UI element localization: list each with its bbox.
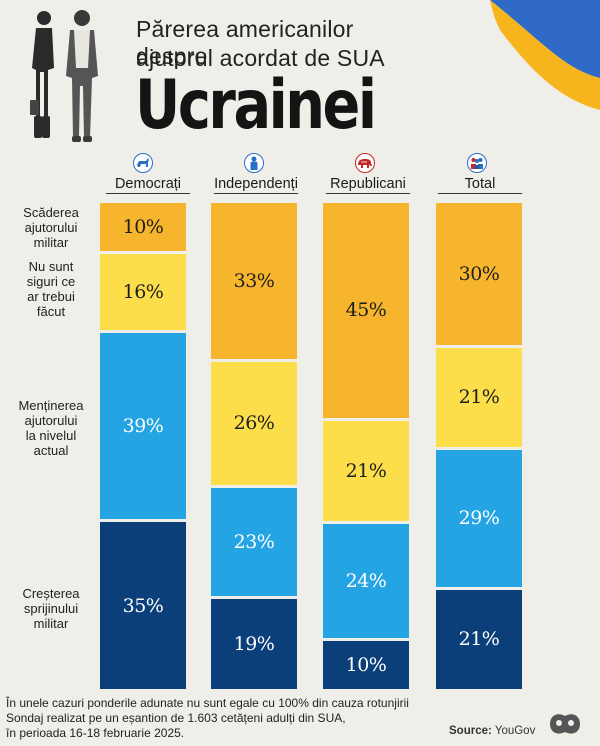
- data-label: 10%: [122, 215, 164, 238]
- bar-segment-democrati-2: 16%: [100, 253, 186, 330]
- data-label: 21%: [345, 459, 387, 482]
- bar-segment-independenti-2: 26%: [211, 361, 297, 485]
- data-label: 16%: [122, 280, 164, 303]
- data-label: 33%: [233, 269, 275, 292]
- bar-segment-independenti-4: 19%: [211, 599, 297, 689]
- column-label-democrati: Democrați: [98, 176, 198, 194]
- bar-segment-republicani-3: 24%: [323, 523, 409, 639]
- footnote-period: în perioada 16-18 februarie 2025.: [6, 726, 185, 740]
- bar-segment-total-1: 30%: [436, 203, 522, 345]
- footnote-sample: Sondaj realizat pe un eșantion de 1.603 …: [6, 711, 346, 725]
- row-label-crestere: Creșterea sprijinului militar: [22, 586, 80, 631]
- ukraine-flag-graphic: [490, 0, 600, 110]
- row-label-scadere: Scăderea ajutorului militar: [23, 205, 79, 250]
- bar-segment-independenti-1: 33%: [211, 203, 297, 359]
- publisher-logo-icon: [550, 714, 580, 734]
- bar-segment-democrati-4: 35%: [100, 522, 186, 689]
- title-line-2: ajutorul acordat de SUA: [136, 45, 385, 71]
- data-label: 21%: [458, 386, 500, 409]
- data-label: 45%: [345, 299, 387, 322]
- bar-segment-democrati-3: 39%: [100, 333, 186, 520]
- bar-segment-democrati-1: 10%: [100, 203, 186, 251]
- bar-segment-republicani-2: 21%: [323, 420, 409, 521]
- independent-person-icon: [244, 153, 264, 173]
- data-label: 21%: [458, 628, 500, 651]
- bar-segment-independenti-3: 23%: [211, 487, 297, 597]
- data-label: 10%: [345, 654, 387, 677]
- bar-segment-republicani-4: 10%: [323, 641, 409, 689]
- data-label: 29%: [458, 507, 500, 530]
- data-label: 30%: [458, 262, 500, 285]
- data-label: 23%: [233, 530, 275, 553]
- row-label-nesiguri: Nu sunt siguri ce ar trebui făcut: [26, 259, 76, 319]
- data-label: 39%: [122, 415, 164, 438]
- data-label: 26%: [233, 412, 275, 435]
- democrat-donkey-icon: [133, 153, 153, 173]
- bar-segment-republicani-1: 45%: [323, 203, 409, 418]
- column-label-total: Total: [430, 176, 530, 194]
- column-label-republicani: Republicani: [318, 176, 418, 194]
- row-label-mentinere: Menținerea ajutorului la nivelul actual: [18, 398, 84, 458]
- column-label-independenti: Independenți: [214, 176, 298, 194]
- data-label: 35%: [122, 594, 164, 617]
- total-group-icon: [467, 153, 487, 173]
- page-title: Ucrainei: [135, 66, 377, 145]
- republican-elephant-icon: [355, 153, 375, 173]
- data-label: 24%: [345, 570, 387, 593]
- bar-segment-total-3: 29%: [436, 449, 522, 587]
- bar-segment-total-2: 21%: [436, 347, 522, 447]
- people-illustration: [30, 10, 98, 142]
- bar-segment-total-4: 21%: [436, 589, 522, 689]
- data-label: 19%: [233, 633, 275, 656]
- footnote-rounding: În unele cazuri ponderile adunate nu sun…: [6, 696, 409, 710]
- source-credit: Source: YouGov: [449, 725, 536, 737]
- title-line-1: Părerea americanilor despre: [136, 16, 354, 69]
